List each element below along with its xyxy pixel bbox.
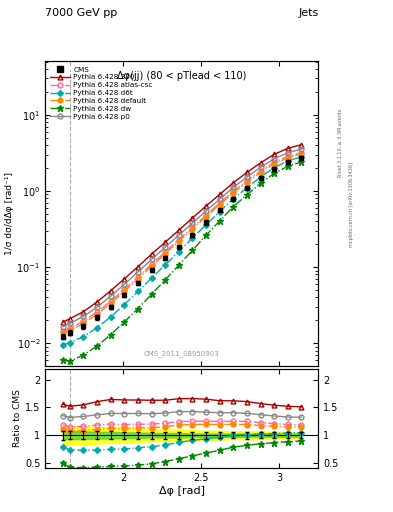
- Text: Jets: Jets: [298, 8, 318, 18]
- X-axis label: Δφ [rad]: Δφ [rad]: [159, 486, 205, 496]
- Legend: CMS, Pythia 6.428 370, Pythia 6.428 atlas-csc, Pythia 6.428 d6t, Pythia 6.428 de: CMS, Pythia 6.428 370, Pythia 6.428 atla…: [49, 65, 154, 121]
- Text: 7000 GeV pp: 7000 GeV pp: [45, 8, 118, 18]
- Y-axis label: Ratio to CMS: Ratio to CMS: [13, 390, 22, 447]
- Text: CMS_2011_S8950903: CMS_2011_S8950903: [144, 350, 220, 357]
- Text: mcplots.cern.ch [arXiv:1306.3436]: mcplots.cern.ch [arXiv:1306.3436]: [349, 162, 354, 247]
- Text: Δφ(jj) (80 < pTlead < 110): Δφ(jj) (80 < pTlead < 110): [117, 71, 246, 80]
- Text: Rivet 3.1.10, ≥ 3.3M events: Rivet 3.1.10, ≥ 3.3M events: [338, 109, 342, 178]
- Y-axis label: 1/σ dσ/dΔφ [rad⁻¹]: 1/σ dσ/dΔφ [rad⁻¹]: [5, 172, 14, 255]
